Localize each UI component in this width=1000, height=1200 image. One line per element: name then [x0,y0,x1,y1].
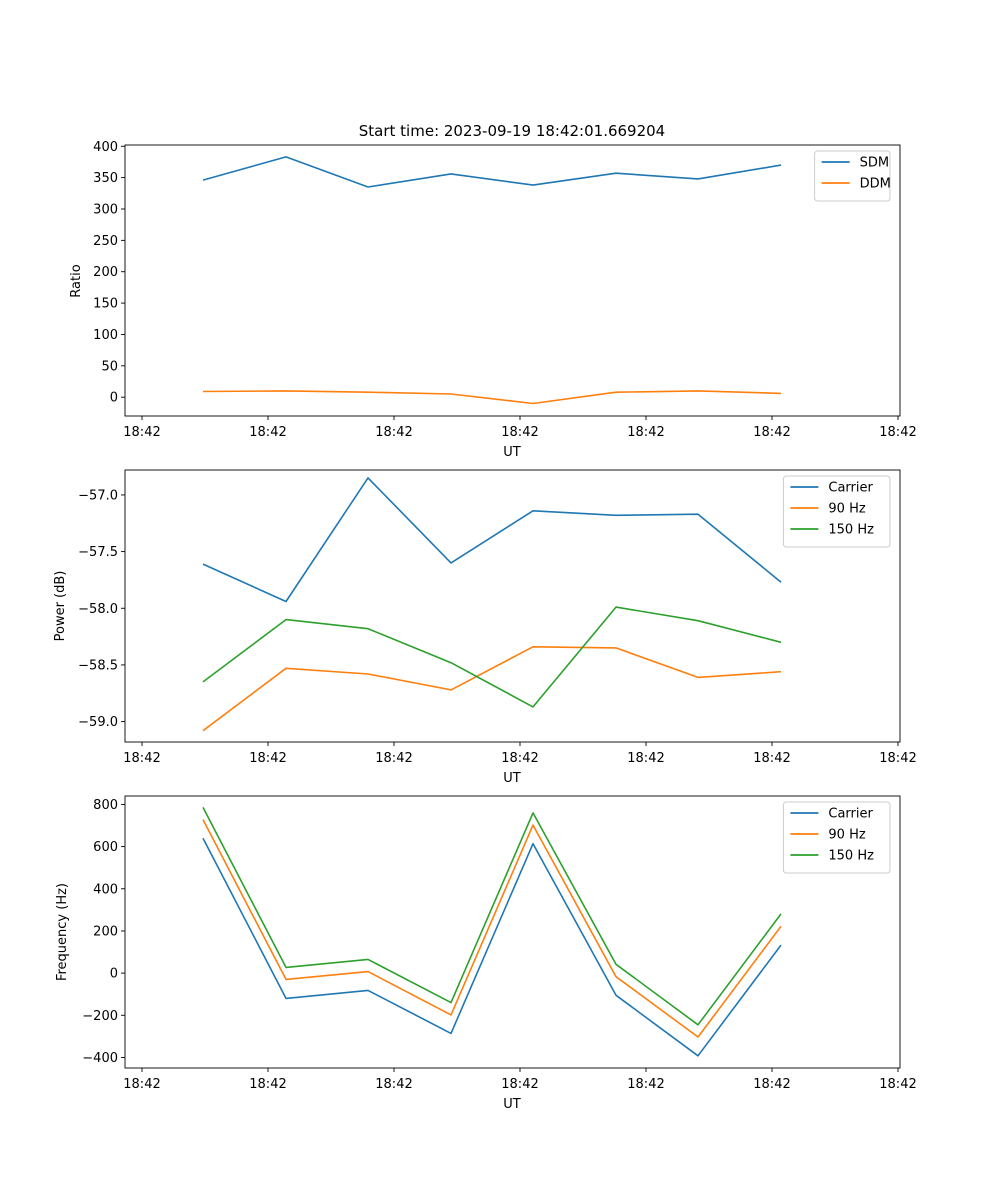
power-x-tick-label: 18:42 [753,751,790,766]
frequency-x-tick-label: 18:42 [627,1077,664,1092]
frequency-panel: Frequency (Hz) UT 800 600 400 200 0 −200 −400 1… [55,795,917,1112]
ratio-panel: Ratio UT 0 50 100 150 200 250 300 350 400 18:42 18… [69,140,917,460]
power-series-carrier [202,477,782,603]
power-legend-label-carrier: Carrier [828,481,873,496]
ratio-y-tick-label: 350 [93,171,118,186]
frequency-x-tick-label: 18:42 [501,1077,538,1092]
power-y-tick-label: −57.0 [78,488,118,503]
power-y-tick-label: −58.5 [78,658,118,673]
ratio-y-tick-label: 400 [93,140,118,155]
frequency-y-tick-label: 400 [93,882,118,897]
ratio-x-tick-label: 18:42 [375,425,412,440]
ratio-legend-label-ddm: DDM [860,177,891,192]
frequency-y-tick-label: −400 [82,1051,118,1066]
frequency-y-tick-label: 200 [93,924,118,939]
power-y-tick-label: −58.0 [78,602,118,617]
frequency-y-tick-label: −200 [82,1009,118,1024]
frequency-y-tick-label: 600 [93,840,118,855]
frequency-x-tick-label: 18:42 [123,1077,160,1092]
ratio-series-ddm [202,390,782,405]
ratio-legend [814,150,891,202]
frequency-x-tick-label: 18:42 [249,1077,286,1092]
frequency-y-tick-label: 0 [110,967,118,982]
power-x-tick-label: 18:42 [879,751,916,766]
ratio-y-tick-label: 150 [93,297,118,312]
ratio-x-tick-label: 18:42 [879,425,916,440]
power-y-tick-label: −59.0 [78,715,118,730]
ratio-x-tick-label: 18:42 [249,425,286,440]
ratio-x-tick-label: 18:42 [753,425,790,440]
power-series-90-hz [202,645,782,732]
frequency-legend-label-150-hz: 150 Hz [828,849,874,864]
power-panel-xlabel: UT [503,771,521,786]
frequency-x-tick-label: 18:42 [375,1077,412,1092]
power-x-tick-label: 18:42 [249,751,286,766]
ratio-panel-ylabel: Ratio [69,264,84,297]
power-panel-ylabel: Power (dB) [53,571,68,642]
power-x-tick-label: 18:42 [501,751,538,766]
frequency-series-150-hz [202,807,782,1026]
power-legend-label-90-hz: 90 Hz [828,502,865,517]
ratio-y-tick-label: 50 [101,359,118,374]
frequency-series-carrier [202,837,782,1057]
ratio-y-tick-label: 100 [93,328,118,343]
ratio-panel-xlabel: UT [503,445,521,460]
ratio-y-tick-label: 200 [93,265,118,280]
power-x-tick-label: 18:42 [123,751,160,766]
frequency-x-tick-label: 18:42 [879,1077,916,1092]
frequency-x-tick-label: 18:42 [753,1077,790,1092]
frequency-y-tick-label: 800 [93,798,118,813]
ratio-series-sdm [202,156,782,188]
ratio-y-tick-label: 300 [93,202,118,217]
figure-title: Start time: 2023-09-19 18:42:01.669204 [359,122,665,140]
ratio-legend-label-sdm: SDM [860,156,889,171]
power-axes-frame [124,469,901,743]
frequency-panel-xlabel: UT [503,1097,521,1112]
ratio-x-tick-label: 18:42 [627,425,664,440]
ratio-x-tick-label: 18:42 [123,425,160,440]
frequency-series-90-hz [202,819,782,1038]
power-x-tick-label: 18:42 [627,751,664,766]
frequency-panel-ylabel: Frequency (Hz) [55,883,70,981]
power-panel: Power (dB) UT −57.0 −57.5 −58.0 −58.5 −59.0 1… [53,469,917,786]
power-series-150-hz [202,606,782,708]
power-y-tick-label: −57.5 [78,545,118,560]
power-x-tick-label: 18:42 [375,751,412,766]
power-legend-label-150-hz: 150 Hz [828,523,874,538]
frequency-axes-frame [124,795,901,1069]
frequency-legend-label-carrier: Carrier [828,807,873,822]
frequency-legend-label-90-hz: 90 Hz [828,828,865,843]
ratio-axes-frame [124,144,901,417]
ratio-x-tick-label: 18:42 [501,425,538,440]
ratio-y-tick-label: 250 [93,234,118,249]
ratio-y-tick-label: 0 [110,391,118,406]
